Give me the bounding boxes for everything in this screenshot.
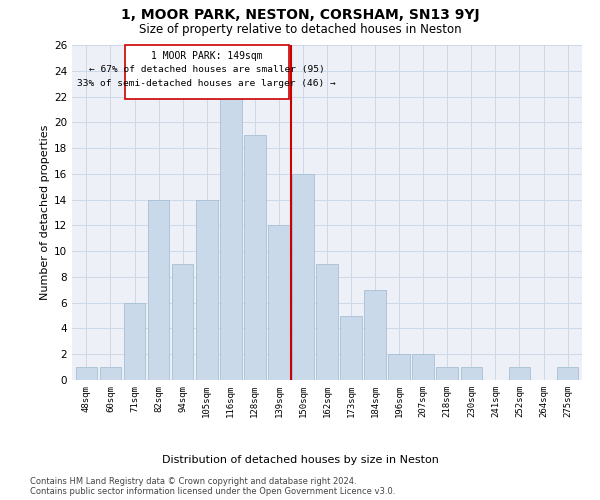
- Bar: [509, 367, 530, 380]
- Bar: [220, 96, 242, 380]
- Bar: [316, 264, 338, 380]
- Y-axis label: Number of detached properties: Number of detached properties: [40, 125, 50, 300]
- Bar: [340, 316, 362, 380]
- Text: 33% of semi-detached houses are larger (46) →: 33% of semi-detached houses are larger (…: [77, 78, 336, 88]
- FancyBboxPatch shape: [125, 45, 289, 99]
- Bar: [196, 200, 218, 380]
- Bar: [148, 200, 169, 380]
- Text: Contains public sector information licensed under the Open Government Licence v3: Contains public sector information licen…: [30, 488, 395, 496]
- Bar: [292, 174, 314, 380]
- Bar: [388, 354, 410, 380]
- Text: Size of property relative to detached houses in Neston: Size of property relative to detached ho…: [139, 22, 461, 36]
- Bar: [268, 226, 290, 380]
- Text: Contains HM Land Registry data © Crown copyright and database right 2024.: Contains HM Land Registry data © Crown c…: [30, 478, 356, 486]
- Bar: [412, 354, 434, 380]
- Bar: [76, 367, 97, 380]
- Bar: [364, 290, 386, 380]
- Bar: [436, 367, 458, 380]
- Text: Distribution of detached houses by size in Neston: Distribution of detached houses by size …: [161, 455, 439, 465]
- Bar: [557, 367, 578, 380]
- Bar: [172, 264, 193, 380]
- Text: ← 67% of detached houses are smaller (95): ← 67% of detached houses are smaller (95…: [89, 65, 325, 74]
- Text: 1, MOOR PARK, NESTON, CORSHAM, SN13 9YJ: 1, MOOR PARK, NESTON, CORSHAM, SN13 9YJ: [121, 8, 479, 22]
- Bar: [124, 302, 145, 380]
- Bar: [244, 135, 266, 380]
- Bar: [461, 367, 482, 380]
- Bar: [100, 367, 121, 380]
- Text: 1 MOOR PARK: 149sqm: 1 MOOR PARK: 149sqm: [151, 51, 263, 61]
